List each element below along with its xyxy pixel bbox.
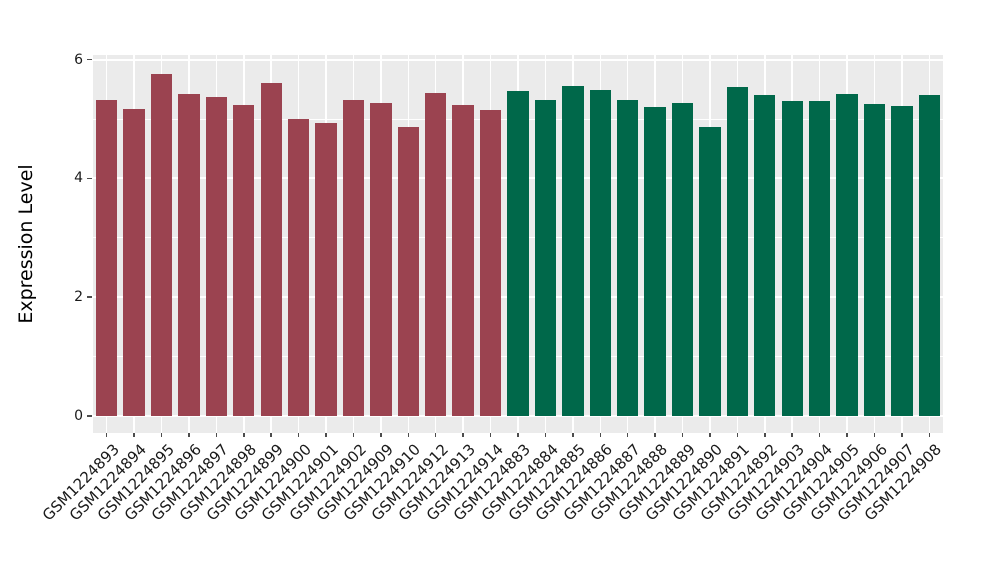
x-tick-mark [626,433,629,437]
bar [562,86,584,416]
x-tick-mark [599,433,601,437]
bar [397,127,419,416]
bar [479,109,502,416]
x-tick-mark [105,433,108,437]
bar [507,90,529,416]
y-tick-mark [87,177,92,180]
x-tick-mark [325,433,327,437]
x-tick-mark [736,433,739,437]
bar [534,100,557,416]
gridline-major [93,414,943,417]
bar [836,94,858,416]
bar [150,73,173,416]
x-tick-mark [681,433,684,437]
x-tick-mark [791,433,793,437]
x-tick-mark [709,433,711,437]
y-tick-label: 2 [74,289,83,306]
bar [754,95,776,416]
x-tick-mark [928,433,931,437]
y-tick-mark [87,296,92,298]
bar [671,103,694,416]
bar [863,103,886,416]
bar [891,106,913,416]
bar [452,104,474,416]
bar [808,100,831,416]
bar [123,109,145,416]
bar [589,90,611,416]
bar [205,97,228,416]
x-tick-mark [901,433,903,437]
x-tick-mark [489,433,492,437]
x-tick-mark [243,433,245,437]
bar [699,126,721,416]
x-tick-mark [352,433,355,437]
x-tick-mark [434,433,437,437]
x-tick-mark [462,433,464,437]
y-tick-label: 6 [74,51,83,68]
x-tick-mark [572,433,574,437]
x-tick-mark [846,433,848,437]
bar [315,123,337,416]
y-tick-label: 4 [74,170,83,187]
bar [644,107,666,416]
y-tick-mark [87,58,92,61]
x-tick-mark [380,433,382,437]
x-tick-mark [297,433,300,437]
x-tick-mark [270,433,272,437]
plot-panel [93,55,943,433]
y-tick-mark [87,415,92,417]
bar [425,92,447,416]
bar [287,119,310,416]
y-tick-label: 0 [74,407,83,424]
bar [260,82,282,416]
bar [342,99,365,416]
bar [616,99,639,416]
x-tick-mark [188,433,190,437]
x-tick-mark [160,433,163,437]
bar [233,105,255,416]
bar [96,99,118,416]
bar [781,100,803,416]
x-tick-mark [654,433,656,437]
x-tick-mark [873,433,876,437]
x-tick-mark [133,433,135,437]
bar [178,93,200,416]
x-tick-mark [818,433,821,437]
x-tick-mark [764,433,766,437]
gridline-major [93,58,943,61]
bar [726,87,749,416]
x-tick-mark [215,433,218,437]
y-axis-title: Expression Level [15,164,37,324]
x-tick-mark [544,433,547,437]
x-tick-mark [517,433,519,437]
bar [370,103,392,416]
bar [918,94,940,416]
x-tick-mark [407,433,410,437]
